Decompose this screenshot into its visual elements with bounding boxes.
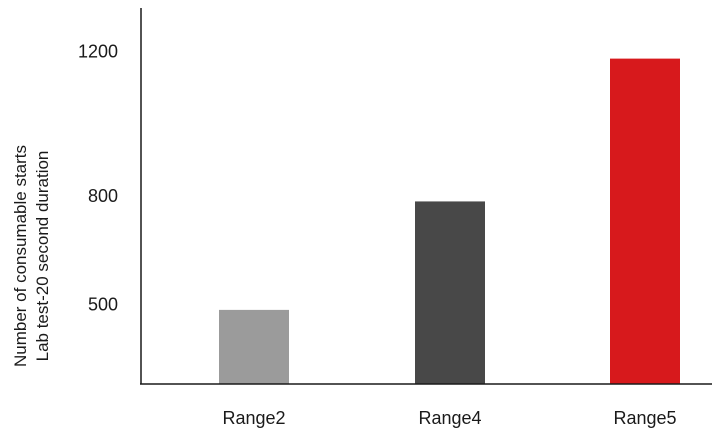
y-tick-label: 500 [88,294,118,314]
bars [219,58,680,384]
bar-range4 [415,201,485,384]
y-axis-title-line-2: Lab test-20 second duration [33,151,52,362]
bar-range2 [219,309,289,384]
category-labels: Range2 Range4 Range5 [222,408,676,428]
bar-range5 [610,58,680,384]
x-tick-label: Range5 [613,408,676,428]
y-tick-label: 1200 [78,41,118,61]
x-tick-label: Range4 [418,408,481,428]
y-axis-title: Number of consumable starts Lab test-20 … [11,145,52,367]
y-tick-labels: 500 800 1200 [78,41,118,314]
y-axis-title-line-1: Number of consumable starts [11,145,30,367]
y-tick-label: 800 [88,186,118,206]
x-tick-label: Range2 [222,408,285,428]
